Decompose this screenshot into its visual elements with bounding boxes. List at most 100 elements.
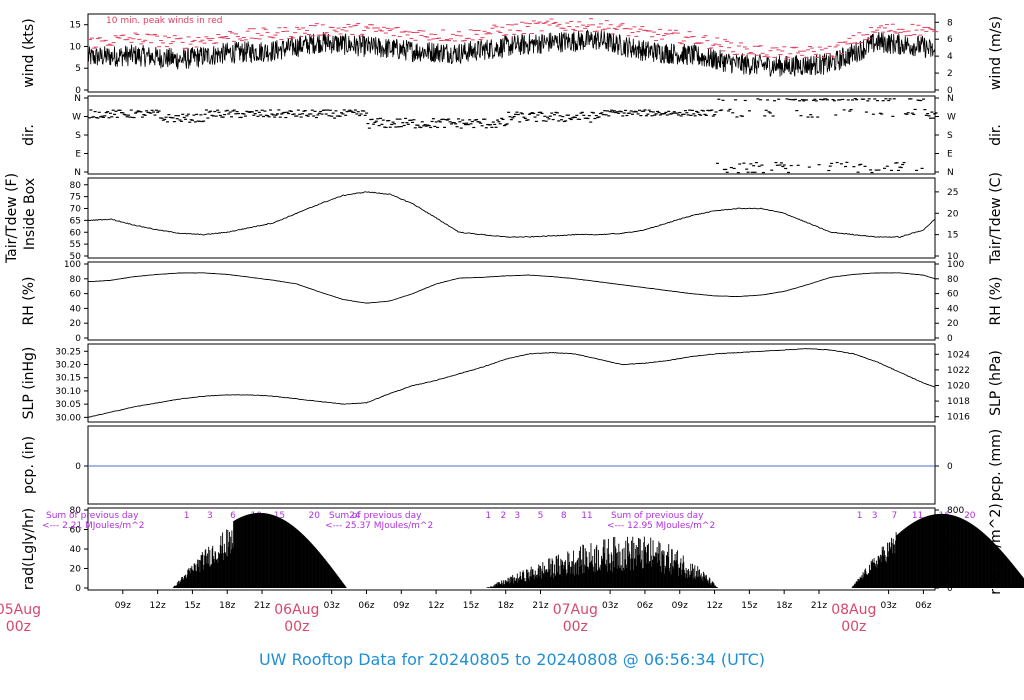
dir-point — [143, 114, 147, 116]
dir-point — [669, 113, 673, 115]
x-tick-label: 06z — [637, 601, 653, 611]
x-tick-label: 15z — [184, 601, 200, 611]
rad-ytick-label-left: 0 — [75, 584, 81, 594]
dir-point — [889, 169, 893, 172]
wind-peak-mark — [166, 37, 171, 39]
x-tick-label: 21z — [532, 601, 548, 611]
dir-point — [527, 113, 531, 115]
dir-point — [628, 112, 632, 114]
dir-point — [484, 127, 488, 129]
dir-point — [218, 114, 222, 117]
wind-peak-mark — [890, 23, 895, 25]
wind-peak-mark — [673, 29, 678, 31]
x-axis: 09z 12z 15z 18z 21z 03z 06z 09z 12z 15z 18z 21z 03z 0… — [0, 590, 932, 635]
wind-peak-mark — [314, 23, 319, 25]
dir-point — [887, 99, 891, 102]
wind-peak-mark — [210, 37, 215, 39]
dir-point — [763, 115, 767, 117]
wind-peak-mark — [302, 32, 307, 34]
wind-peak-mark — [667, 29, 672, 31]
dir-point — [536, 114, 540, 116]
dir-point — [359, 113, 363, 115]
wind-peak-mark — [669, 33, 674, 35]
dir-point — [491, 121, 495, 123]
dir-point — [667, 110, 671, 112]
wind-peak-mark — [900, 28, 905, 30]
rad-ytick-label-right: 800 — [947, 506, 964, 516]
wind-peak-mark — [557, 23, 562, 25]
wind-peak-mark — [813, 53, 818, 55]
wind-peak-mark — [362, 29, 367, 31]
wind-peak-mark — [829, 55, 834, 57]
dir-point — [710, 109, 714, 111]
dir-ylabel-left: dir. — [21, 124, 37, 146]
dir-point — [523, 117, 527, 119]
wind-peak-mark — [127, 37, 132, 39]
wind-peak-mark — [249, 37, 254, 39]
dir-ytick-label-left: N — [74, 168, 81, 178]
wind-peak-mark — [596, 26, 601, 28]
wind-peak-mark — [912, 34, 917, 36]
dir-point — [174, 115, 178, 117]
pcp-ylabel-right: pcp. (mm) — [988, 429, 1004, 502]
temp-ylabel-right: Tair/Tdew (C) — [988, 172, 1004, 265]
wind-peak-mark — [598, 23, 603, 25]
dir-point — [93, 110, 97, 113]
wind-peak-mark — [583, 27, 588, 29]
dir-point — [580, 111, 584, 113]
wind-peak-mark — [823, 47, 828, 49]
wind-peak-mark — [794, 46, 799, 48]
dir-point — [207, 111, 211, 113]
wind-peak-mark — [310, 35, 315, 37]
wind-peak-mark — [188, 43, 193, 45]
dir-point — [658, 114, 662, 116]
wind-peak-mark — [819, 49, 824, 51]
dir-point — [431, 118, 435, 120]
x-tick-label: 18z — [219, 601, 235, 611]
temp-ylabel-left: Tair/Tdew (F) — [4, 173, 20, 264]
wind-peak-mark — [472, 30, 477, 32]
dir-point — [236, 112, 240, 115]
wind-peak-mark — [180, 41, 185, 43]
wind-peak-mark — [904, 35, 909, 37]
dir-point — [132, 116, 136, 119]
wind-peak-mark — [504, 34, 509, 36]
wind-peak-mark — [89, 37, 94, 39]
wind-peak-mark — [774, 47, 779, 49]
wind-ytick-label-left: 0 — [75, 86, 81, 96]
wind-peak-mark — [101, 40, 106, 42]
rh-ytick-label-right: 100 — [947, 260, 964, 270]
dir-point — [842, 109, 846, 111]
wind-peak-mark — [117, 37, 122, 39]
dir-point — [656, 110, 660, 113]
dir-point — [502, 124, 506, 127]
rad-hour-mark: 1 — [857, 511, 863, 521]
dir-point — [571, 117, 575, 119]
dir-point — [637, 109, 641, 111]
wind-peak-mark — [261, 27, 266, 29]
x-day-date: 08Aug — [831, 602, 876, 618]
dir-point — [299, 116, 303, 118]
dir-point — [228, 111, 232, 113]
wind-peak-mark — [652, 31, 657, 33]
dir-point — [186, 113, 190, 115]
dir-point — [855, 99, 859, 101]
dir-frame — [87, 95, 936, 175]
dir-point — [518, 121, 522, 123]
dir-point — [328, 109, 332, 111]
dir-point — [160, 117, 164, 119]
dir-point — [372, 123, 376, 125]
dir-point — [597, 116, 601, 118]
wind-peak-mark — [243, 39, 248, 41]
wind-peak-mark — [602, 28, 607, 30]
wind-peak-mark — [762, 55, 767, 57]
dir-point — [752, 165, 756, 167]
dir-point — [756, 98, 760, 100]
wind-peak-mark — [226, 37, 231, 39]
dir-point — [672, 111, 676, 113]
wind-peak-mark — [719, 45, 724, 47]
wind-peak-mark — [403, 30, 408, 32]
dir-point — [197, 120, 201, 122]
wind-peak-mark — [285, 30, 290, 32]
